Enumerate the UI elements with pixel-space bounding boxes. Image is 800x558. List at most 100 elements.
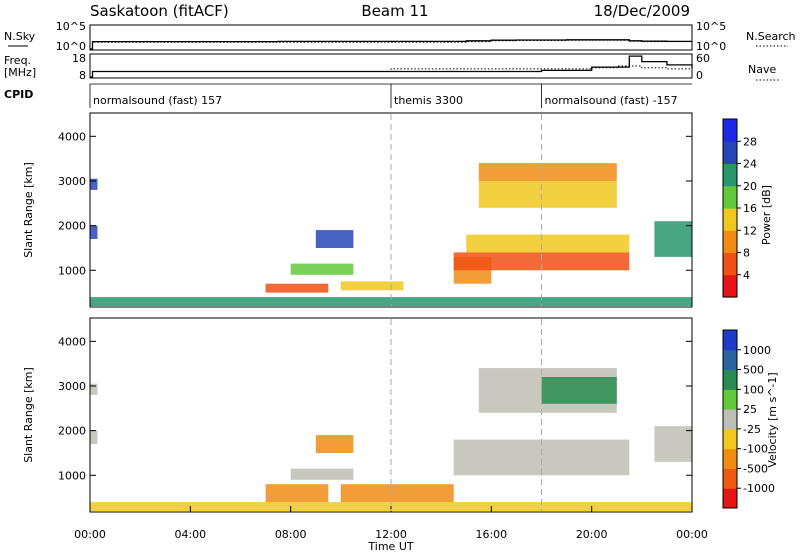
nsky-right-tick-high: 10^5 xyxy=(696,20,726,33)
nsky-panel: N.Sky 10^5 10^0 10^5 10^0 N.Search xyxy=(4,20,796,53)
velocity-cbar-tick-label-1: -500 xyxy=(743,462,768,475)
freq-left-tick-high: 18 xyxy=(72,52,86,65)
velocity-cbar-tick-label-7: 1000 xyxy=(743,344,771,357)
nsky-series xyxy=(90,39,692,50)
cpid-segment-label-1: themis 3300 xyxy=(394,94,463,107)
power-heatmap xyxy=(90,163,692,306)
velocity-panel: 1000 2000 3000 4000 Slant Range [km] xyxy=(22,317,693,513)
nsky-left-tick-low: 10^0 xyxy=(56,40,86,53)
power-region-11 xyxy=(478,163,617,181)
velocity-cbar-swatch-8 xyxy=(723,330,737,351)
velocity-region-9 xyxy=(541,377,617,404)
freq-series-line-0 xyxy=(90,55,693,78)
power-cbar-swatch-3 xyxy=(723,208,737,231)
power-region-4 xyxy=(290,263,354,275)
power-ytick-label-0: 1000 xyxy=(58,264,86,277)
cpid-segment-label-0: normalsound (fast) 157 xyxy=(93,94,222,107)
power-region-0 xyxy=(90,297,692,306)
power-y-axis: 1000 2000 3000 4000 xyxy=(58,130,692,277)
velocity-ytick-label-2: 3000 xyxy=(58,380,86,393)
freq-label-line2: [MHz] xyxy=(4,66,36,79)
time-tick-label-1: 04:00 xyxy=(174,528,206,541)
velocity-cbar-swatch-1 xyxy=(723,468,737,489)
power-cbar-tick-label-1: 8 xyxy=(743,247,750,260)
cpid-segments: normalsound (fast) 157 themis 3300 normals… xyxy=(89,84,678,108)
freq-series-line-1 xyxy=(90,65,693,78)
freq-right-tick-low: 0 xyxy=(696,69,703,82)
time-tick-label-4: 16:00 xyxy=(475,528,507,541)
time-tick-label-5: 20:00 xyxy=(576,528,608,541)
power-cbar-swatch-5 xyxy=(723,163,737,187)
power-region-12 xyxy=(654,221,692,257)
beam-title: Beam 11 xyxy=(361,2,428,20)
power-panel: 1000 2000 3000 4000 Slant Range [km] xyxy=(22,112,693,308)
nsky-series-line-0 xyxy=(90,39,692,50)
velocity-cbar-frame xyxy=(722,329,738,509)
freq-panel: Freq. [MHz] 18 8 60 0 Nave xyxy=(4,52,780,82)
power-cbar-swatch-4 xyxy=(723,185,737,209)
power-cbar-tick-label-6: 28 xyxy=(743,135,757,148)
time-tick-label-2: 08:00 xyxy=(275,528,307,541)
nsky-label: N.Sky xyxy=(4,30,36,43)
velocity-cbar-swatch-4 xyxy=(723,409,737,430)
nsearch-label: N.Search xyxy=(746,30,796,43)
freq-label-line1: Freq. xyxy=(4,54,31,67)
cpid-label: CPID xyxy=(4,88,33,101)
cpid-segment-label-2: normalsound (fast) -157 xyxy=(545,94,678,107)
time-tick-label-6: 00:00 xyxy=(676,528,708,541)
power-ytick-label-1: 2000 xyxy=(58,220,86,233)
velocity-cbar-tick-label-5: 100 xyxy=(743,383,764,396)
velocity-region-10 xyxy=(654,426,692,462)
nsky-right-tick-low: 10^0 xyxy=(696,40,726,53)
power-region-10 xyxy=(478,181,617,208)
power-cbar-swatch-2 xyxy=(723,230,737,254)
nsky-frame xyxy=(89,24,693,51)
power-cbar-swatch-7 xyxy=(723,119,737,142)
velocity-cbar-tick-label-0: -1000 xyxy=(743,482,775,495)
power-region-9 xyxy=(466,234,630,253)
power-y-label: Slant Range [km] xyxy=(22,162,35,258)
velocity-cbar-swatch-7 xyxy=(723,349,737,371)
power-cbar-swatch-1 xyxy=(723,252,737,276)
power-cbar-tick-label-5: 24 xyxy=(743,158,757,171)
velocity-region-6 xyxy=(340,484,454,503)
velocity-ytick-label-1: 2000 xyxy=(58,425,86,438)
power-ytick-label-3: 4000 xyxy=(58,130,86,143)
power-colorbar: 4 8 12 16 20 24 28 xyxy=(722,118,757,298)
velocity-cbar-tick-label-4: 25 xyxy=(743,403,757,416)
velocity-cbar-swatch-0 xyxy=(723,488,737,509)
velocity-colorbar-title: Velocity [m s^-1] xyxy=(766,372,779,467)
velocity-cbar-swatch-3 xyxy=(723,428,737,450)
velocity-y-label: Slant Range [km] xyxy=(22,367,35,463)
velocity-cbar-tick-label-2: -100 xyxy=(743,443,768,456)
velocity-region-2 xyxy=(90,430,98,444)
power-cbar-tick-label-3: 16 xyxy=(743,202,757,215)
freq-left-tick-low: 8 xyxy=(79,69,86,82)
freq-frame xyxy=(89,53,693,79)
velocity-region-1 xyxy=(90,383,98,395)
time-tick-label-3: 12:00 xyxy=(375,528,407,541)
velocity-cbar-tick-label-3: -25 xyxy=(743,423,761,436)
velocity-cbar-swatch-5 xyxy=(723,389,737,410)
power-cbar-swatch-6 xyxy=(723,141,737,165)
power-region-6 xyxy=(340,281,404,291)
velocity-cbar-swatch-6 xyxy=(723,369,737,390)
power-frame xyxy=(89,112,693,308)
power-region-5 xyxy=(315,230,354,248)
velocity-ytick-label-0: 1000 xyxy=(58,469,86,482)
time-tick-label-0: 00:00 xyxy=(74,528,106,541)
date-title: 18/Dec/2009 xyxy=(594,2,690,20)
nave-label: Nave xyxy=(748,63,776,76)
power-ytick-label-2: 3000 xyxy=(58,175,86,188)
power-cbar-tick-label-2: 12 xyxy=(743,224,757,237)
power-colorbar-title: Power [dB] xyxy=(760,185,773,245)
velocity-colorbar: -1000 -500 -100 -25 25 100 500 1000 xyxy=(722,329,775,509)
freq-right-tick-high: 60 xyxy=(696,52,710,65)
velocity-cbar-swatch-2 xyxy=(723,448,737,469)
power-cbar-tick-label-0: 4 xyxy=(743,269,750,282)
freq-series xyxy=(90,55,693,78)
power-region-8 xyxy=(453,252,630,271)
nsky-left-tick-high: 10^5 xyxy=(56,20,86,33)
